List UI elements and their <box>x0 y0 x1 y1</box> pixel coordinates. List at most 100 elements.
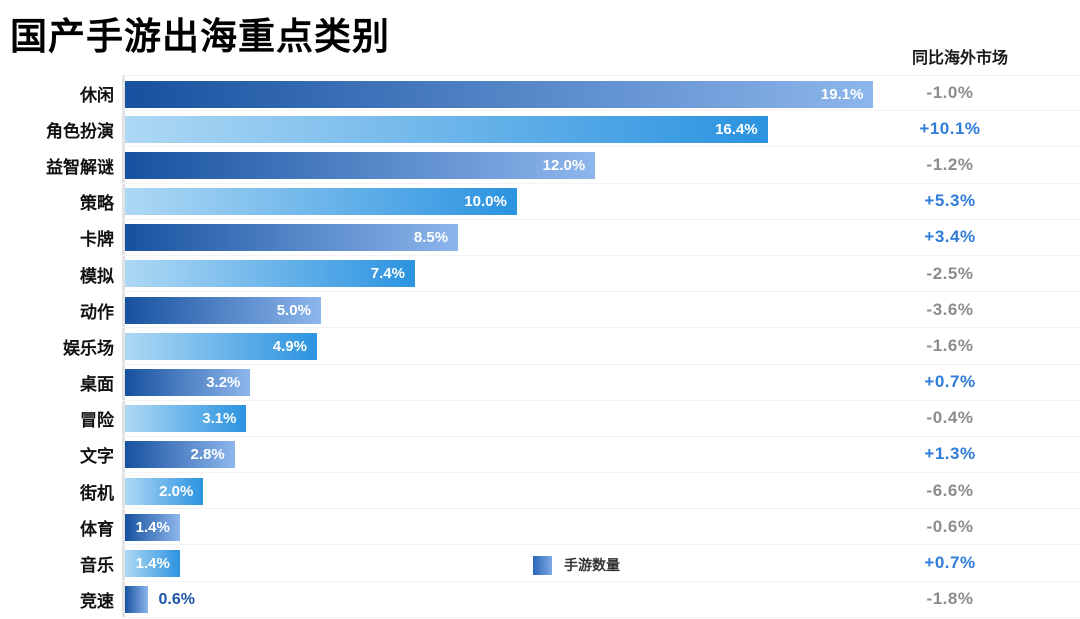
row-content: 1.4% +0.7% <box>122 545 1080 582</box>
bar-track: 1.4% <box>122 545 880 581</box>
bar-track: 3.1% <box>122 400 880 436</box>
row-content: 3.2% +0.7% <box>122 364 1080 401</box>
row-content: 7.4% -2.5% <box>122 255 1080 293</box>
bar-value-label: 12.0% <box>542 156 586 174</box>
bar-track: 1.4% <box>122 509 880 545</box>
row-content: 1.4% -0.6% <box>122 509 1080 546</box>
bar-value-label: 7.4% <box>370 265 405 283</box>
category-label: 体育 <box>80 519 114 539</box>
yoy-change-value: -3.6% <box>926 299 974 319</box>
chart-row: 竞速 0.6% -1.8% <box>0 581 1080 618</box>
bar-track: 3.2% <box>122 364 880 400</box>
chart-row: 娱乐场 4.9% -1.6% <box>0 328 1080 365</box>
bar-track: 8.5% <box>122 219 880 255</box>
row-content: 16.4% +10.1% <box>122 111 1080 148</box>
bar-value-label: 2.0% <box>159 482 194 500</box>
bar-dark: 8.5% <box>125 224 459 252</box>
chart-row: 街机 2.0% -6.6% <box>0 473 1080 510</box>
chart-row: 桌面 3.2% +0.7% <box>0 364 1080 401</box>
category-label: 文字 <box>80 447 114 467</box>
yoy-change-value: +1.3% <box>924 444 976 464</box>
yoy-change-value: -2.5% <box>926 263 974 283</box>
row-content: 19.1% -1.0% <box>122 75 1080 112</box>
yoy-change-value: -1.6% <box>926 335 974 355</box>
bar-dark: 3.2% <box>125 369 251 396</box>
bar-track: 2.0% <box>122 473 880 509</box>
yoy-change-value: -1.0% <box>926 83 974 103</box>
bar-track: 19.1% <box>122 76 880 111</box>
category-label: 娱乐场 <box>63 338 114 358</box>
chart-row: 卡牌 8.5% +3.4% <box>0 219 1080 256</box>
yoy-change-value: +0.7% <box>924 372 976 392</box>
bar-light: 3.1% <box>125 405 247 433</box>
bar-dark <box>125 586 149 614</box>
bar-dark: 19.1% <box>125 80 874 108</box>
bar-value-label: 2.8% <box>190 446 225 464</box>
bar-value-label: 8.5% <box>413 229 449 247</box>
yoy-change-value: -1.2% <box>926 154 974 174</box>
category-label: 动作 <box>80 302 114 322</box>
row-content: 3.1% -0.4% <box>122 400 1080 437</box>
chart-row: 角色扮演 16.4% +10.1% <box>0 111 1080 148</box>
row-content: 0.6% -1.8% <box>122 581 1080 618</box>
yoy-column-header: 同比海外市场 <box>911 50 1008 67</box>
yoy-change-value: -0.4% <box>926 408 974 428</box>
bar-light: 4.9% <box>125 332 317 360</box>
bar-light: 16.4% <box>125 115 768 143</box>
category-label: 竞速 <box>80 592 114 612</box>
bar-value-label: 5.0% <box>276 301 311 319</box>
page-title: 国产手游出海重点类别 <box>10 16 390 57</box>
bar-track: 5.0% <box>122 292 880 328</box>
row-content: 2.8% +1.3% <box>122 436 1080 474</box>
bar-dark: 5.0% <box>125 296 321 324</box>
bar-dark: 2.8% <box>125 441 235 469</box>
bar-value-label: 19.1% <box>820 85 864 103</box>
category-label: 桌面 <box>80 375 114 395</box>
bar-value-label: 0.6% <box>158 591 195 609</box>
chart-row: 体育 1.4% -0.6% <box>0 509 1080 546</box>
bar-value-label: 4.9% <box>272 337 307 355</box>
bar-dark: 12.0% <box>125 151 596 179</box>
chart-row: 冒险 3.1% -0.4% <box>0 400 1080 437</box>
bar-value-label: 1.4% <box>135 518 170 536</box>
yoy-change-value: +5.3% <box>924 191 976 211</box>
row-content: 2.0% -6.6% <box>122 473 1080 510</box>
category-label: 卡牌 <box>80 230 114 250</box>
bar-light: 2.0% <box>125 477 204 505</box>
chart-row: 动作 5.0% -3.6% <box>0 292 1080 329</box>
bar-light: 10.0% <box>125 188 517 216</box>
yoy-change-value: -0.6% <box>926 516 974 536</box>
yoy-change-value: +10.1% <box>919 118 981 138</box>
row-content: 4.9% -1.6% <box>122 328 1080 365</box>
bar-track: 2.8% <box>122 436 880 473</box>
chart-row: 策略 10.0% +5.3% <box>0 183 1080 220</box>
legend[interactable]: 手游数量 <box>533 555 620 575</box>
bar-value-label: 10.0% <box>464 193 507 211</box>
bar-track: 12.0% <box>122 147 880 183</box>
category-label: 冒险 <box>80 411 114 431</box>
yoy-change-value: -6.6% <box>926 480 974 500</box>
bar-track: 7.4% <box>122 255 880 292</box>
bar-light: 7.4% <box>125 260 415 288</box>
chart-row: 益智解谜 12.0% -1.2% <box>0 147 1080 184</box>
bar-track: 10.0% <box>122 183 880 219</box>
chart-row: 休闲 19.1% -1.0% <box>0 75 1080 112</box>
bar-value-label: 16.4% <box>715 120 758 138</box>
yoy-change-value: +0.7% <box>924 553 976 573</box>
bar-chart: 休闲 19.1% -1.0% 角色扮演 16.4% +10.1% 益智解谜 12.0% -1.2… <box>0 75 1080 618</box>
bar-track: 0.6% <box>122 581 880 617</box>
yoy-change-value: +3.4% <box>924 227 976 247</box>
legend-swatch-icon <box>533 555 552 575</box>
bar-track: 16.4% <box>122 111 880 147</box>
row-content: 12.0% -1.2% <box>122 147 1080 184</box>
category-label: 策略 <box>80 194 114 214</box>
row-content: 10.0% +5.3% <box>122 183 1080 220</box>
category-label: 模拟 <box>80 266 114 286</box>
category-label: 角色扮演 <box>46 121 114 141</box>
yoy-change-value: -1.8% <box>926 589 974 609</box>
bar-light: 1.4% <box>125 549 180 577</box>
legend-label: 手游数量 <box>564 557 620 573</box>
chart-row: 文字 2.8% +1.3% <box>0 436 1080 474</box>
row-content: 8.5% +3.4% <box>122 219 1080 256</box>
category-label: 休闲 <box>80 85 114 105</box>
